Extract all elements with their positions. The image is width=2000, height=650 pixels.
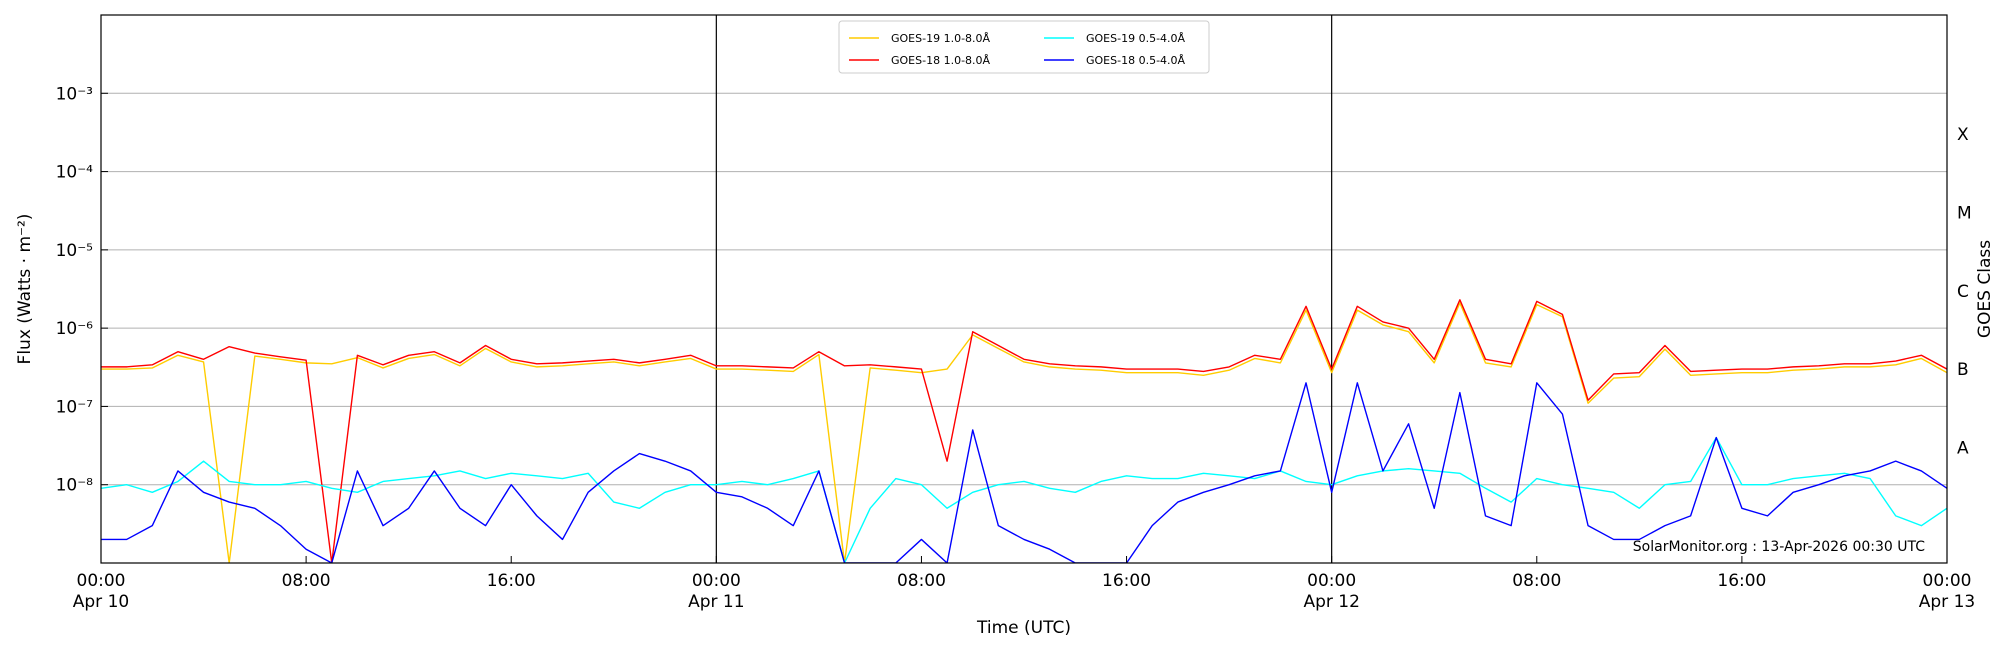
x-tick-date: Apr 13	[1919, 592, 1975, 612]
y2-axis-label: GOES Class	[1975, 240, 1995, 338]
y-tick-label: 10⁻⁷	[56, 397, 94, 417]
x-tick-time: 08:00	[897, 571, 946, 591]
y2-tick-label: B	[1957, 360, 1969, 380]
y2-tick-label: A	[1957, 438, 1969, 458]
legend: GOES-19 1.0-8.0Å GOES-18 1.0-8.0Å GOES-19 …	[838, 20, 1210, 74]
series-line	[101, 302, 1947, 563]
y-axis-label: Flux (Watts · m⁻²)	[15, 214, 35, 365]
x-tick-time: 08:00	[282, 571, 331, 591]
x-tick-label: 00:00 Apr 13	[1919, 571, 1975, 612]
x-tick-label: 08:00	[897, 571, 946, 591]
x-tick-date: Apr 12	[1303, 592, 1359, 612]
x-tick-date: Apr 10	[73, 592, 129, 612]
x-tick-label: 08:00	[1512, 571, 1561, 591]
x-tick-label: 00:00 Apr 11	[688, 571, 744, 612]
series-line	[101, 436, 1947, 563]
x-axis-label: Time (UTC)	[976, 618, 1071, 638]
y-tick-label: 10⁻⁴	[56, 163, 94, 183]
x-tick-time: 16:00	[1717, 571, 1766, 591]
y-tick-label: 10⁻³	[56, 84, 93, 104]
legend-box	[838, 20, 1210, 74]
series-line	[101, 299, 1947, 563]
y2-tick-label: M	[1957, 204, 1972, 224]
x-tick-label: 16:00	[1102, 571, 1151, 591]
x-tick-time: 00:00	[77, 571, 126, 591]
legend-label: GOES-19 0.5-4.0Å	[1086, 32, 1186, 45]
plot-frame	[100, 14, 1948, 564]
x-tick-time: 08:00	[1512, 571, 1561, 591]
grid	[101, 15, 1947, 563]
x-tick-label: 08:00	[282, 571, 331, 591]
legend-label: GOES-18 1.0-8.0Å	[891, 54, 991, 67]
y2-tick-label: X	[1957, 125, 1969, 145]
x-tick-date: Apr 11	[688, 592, 744, 612]
y-tick-label: 10⁻⁶	[56, 319, 94, 339]
legend-label: GOES-19 1.0-8.0Å	[891, 32, 991, 45]
x-tick-label: 00:00 Apr 12	[1303, 571, 1359, 612]
x-tick-label: 16:00	[487, 571, 536, 591]
x-tick-time: 00:00	[1307, 571, 1356, 591]
x-tick-time: 00:00	[692, 571, 741, 591]
y2-tick-label: C	[1957, 282, 1969, 302]
x-tick-label: 16:00	[1717, 571, 1766, 591]
annotation: SolarMonitor.org : 13-Apr-2026 00:30 UTC	[1633, 539, 1925, 555]
x-tick-time: 16:00	[487, 571, 536, 591]
legend-label: GOES-18 0.5-4.0Å	[1086, 54, 1186, 67]
series-line	[101, 382, 1947, 563]
plot-lines	[101, 299, 1947, 563]
x-tick-time: 00:00	[1923, 571, 1972, 591]
x-tick-label: 00:00 Apr 10	[73, 571, 129, 612]
x-tick-time: 16:00	[1102, 571, 1151, 591]
y-tick-label: 10⁻⁵	[56, 241, 93, 261]
y-tick-label: 10⁻⁸	[56, 476, 94, 496]
